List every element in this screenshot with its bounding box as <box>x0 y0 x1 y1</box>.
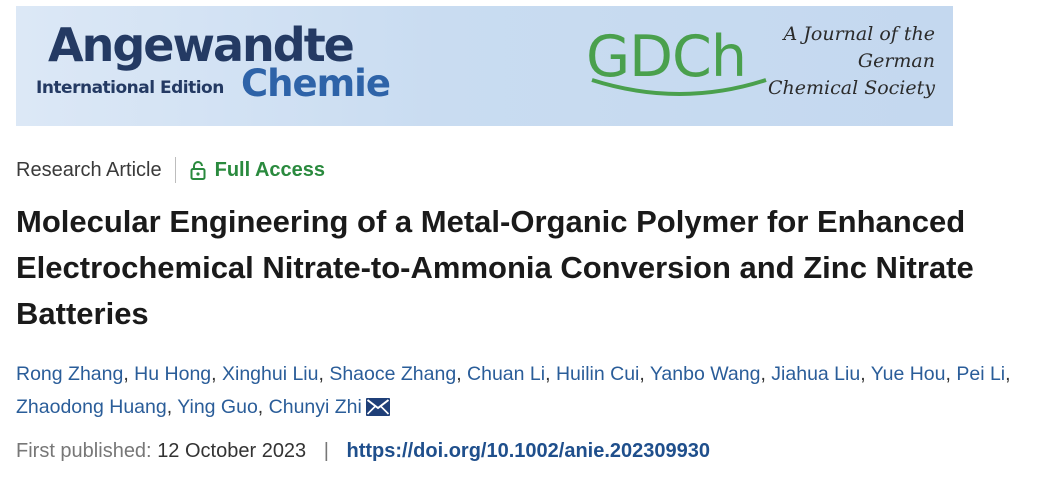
article-title: Molecular Engineering of a Metal-Organic… <box>16 204 974 331</box>
author-link[interactable]: Shaoce Zhang <box>329 363 457 385</box>
society-tagline-line: German <box>857 50 935 72</box>
author-link[interactable]: Xinghui Liu <box>221 363 319 385</box>
doi-link[interactable]: https://doi.org/10.1002/anie.202309930 <box>346 440 711 462</box>
society-tagline-line: Chemical Society <box>768 77 935 99</box>
article-meta-row: Research Article Full Access <box>16 156 325 184</box>
journal-logo-edition: International Edition <box>36 78 224 98</box>
society-tagline-line: A Journal of the <box>783 23 935 45</box>
author-link[interactable]: Pei Li <box>956 363 1006 385</box>
author-link[interactable]: Chuan Li <box>467 363 546 385</box>
author-link[interactable]: Zhaodong Huang <box>16 396 167 418</box>
publication-info: First published: 12 October 2023 | https… <box>16 440 710 463</box>
article-type-label: Research Article <box>16 158 162 181</box>
author-link[interactable]: Yue Hou <box>870 363 946 385</box>
envelope-icon[interactable] <box>365 398 390 416</box>
lock-icon <box>190 161 206 180</box>
meta-divider <box>174 157 176 183</box>
author-link[interactable]: Hu Hong <box>134 363 212 385</box>
author-list: Rong Zhang, Hu Hong, Xinghui Liu, Shaoce… <box>16 363 1011 418</box>
first-published-label: First published: <box>16 440 152 462</box>
author-link[interactable]: Ying Guo <box>177 396 258 418</box>
society-tagline: A Journal of the German Chemical Society <box>768 21 935 102</box>
gdch-logo-text: GDCh <box>586 24 747 90</box>
first-published-date: 12 October 2023 <box>157 440 307 462</box>
author-link[interactable]: Jiahua Liu <box>771 363 861 385</box>
publication-separator: | <box>323 440 329 462</box>
gdch-swoosh-icon <box>591 78 767 96</box>
author-link[interactable]: Rong Zhang <box>16 363 124 385</box>
journal-logo-angewandte: Angewandte <box>48 18 355 72</box>
gdch-logo: GDCh <box>586 26 776 110</box>
author-link[interactable]: Chunyi Zhi <box>268 396 362 418</box>
author-link[interactable]: Yanbo Wang <box>649 363 761 385</box>
author-link[interactable]: Huilin Cui <box>555 363 640 385</box>
journal-banner[interactable]: Angewandte International Edition Chemie … <box>16 6 953 126</box>
full-access-badge: Full Access <box>214 158 326 181</box>
journal-logo-chemie: Chemie <box>241 62 391 105</box>
